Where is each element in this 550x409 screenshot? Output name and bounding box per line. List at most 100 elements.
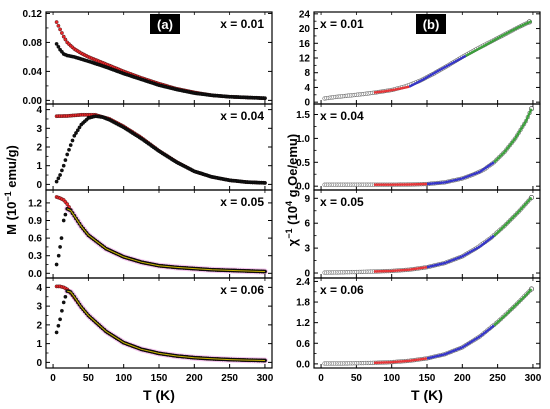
data-point [54,179,59,184]
data-point [61,163,66,168]
series-black [54,114,267,185]
fit-segment-blue [426,234,495,269]
fit-segment-green [493,108,533,164]
data-point [75,128,80,133]
data-point [58,245,62,249]
y-tick-label: 2 [36,143,42,154]
y-tick-label: 0.0 [296,359,310,370]
panel-label: (a) [157,17,173,32]
data-point [263,181,267,185]
data-point [61,218,66,223]
data-point [56,176,61,181]
fit-line [67,290,265,361]
y-tick-label: 24 [299,9,311,20]
y-tick-label: 3 [36,302,42,313]
y-tick-label: 4 [36,105,42,116]
x-tick-label: 150 [151,373,168,384]
subplot-2: 0.0 0.5 1.0 1.5 x = 0.04 [296,103,541,193]
y-tick-label: 0.0 [296,182,310,193]
y-tick-label: 1.8 [296,298,310,309]
data-point [54,330,59,335]
y-tick-label: 0.3 [28,251,42,262]
y-tick-label: 6 [304,219,310,230]
data-point [58,317,62,322]
y-tick-label: 0.00 [23,96,43,107]
composition-annotation: x = 0.05 [220,195,264,209]
panel-label-badge [150,14,180,34]
fit-halo [64,288,268,364]
composition-annotation: x = 0.01 [320,17,364,31]
x-tick-label: 50 [351,373,363,384]
y-axis-label-part: g.Oe/emu) [285,134,300,201]
x-tick-label: 250 [221,373,238,384]
y-axis-label-part: emu/g) [4,145,19,191]
y-tick-label: 0.04 [23,67,43,78]
subplot-1: 0.00 0.04 0.08 0.12 x = 0.01 [23,9,273,107]
y-tick-label: 1 [36,339,42,350]
y-tick-label: 1.5 [296,110,310,121]
data-point [54,262,59,267]
series-black [54,42,267,101]
y-tick-label: 9 [304,194,310,205]
subplot-3: 0.0 0.3 0.6 0.9 1.2 x = 0.05 [28,189,273,280]
panel-label: (b) [423,17,440,32]
y-tick-label: 8 [304,68,310,79]
y-tick-label: 0.5 [296,158,310,169]
y-tick-label: 2.4 [296,277,310,288]
data-point [56,323,61,328]
data-point [72,133,77,138]
x-axis-label: T (K) [411,387,443,403]
y-tick-label: 0 [36,358,42,369]
data-point [63,294,68,299]
y-tick-label: 12 [299,54,311,65]
panel-label-badge [416,14,446,34]
x-tick-label: 50 [83,373,95,384]
y-tick-label: 0 [36,180,42,191]
fit-segment-green [493,196,533,237]
series-red [54,112,267,185]
y-axis-label-part: −1 [3,191,13,201]
data-point [74,131,78,135]
data-point [54,20,59,24]
subplot-4: 0.0 0.6 1.2 1.8 2.4 x = 0.06 [296,277,541,370]
data-point [61,300,66,305]
y-tick-label: 1.2 [28,198,42,209]
x-tick-label: 100 [115,373,132,384]
y-tick-label: 0 [304,98,310,109]
y-tick-label: 0.9 [28,216,42,227]
x-tick-label: 300 [525,373,542,384]
x-tick-label: 100 [383,373,400,384]
y-tick-label: 1.0 [296,134,310,145]
fit-segment-blue [426,324,495,360]
y-axis-label-part: (10 [285,206,300,228]
y-tick-label: 0.6 [296,339,310,350]
x-tick-label: 250 [489,373,506,384]
fit-line [66,208,265,272]
x-axis-label: T (K) [143,387,175,403]
data-point [56,44,61,49]
data-point [61,34,66,39]
fit-segment-blue [408,54,467,88]
data-point [54,42,59,46]
subplot-2: 0 1 2 3 4 x = 0.04 [36,103,273,191]
composition-annotation: x = 0.05 [320,195,364,209]
subplot-3: 0 3 6 9 x = 0.05 [304,189,541,280]
y-axis-label-part: −1 [284,228,294,238]
data-point [70,138,75,143]
subplot-1: 0 4 8 12 16 20 24 x = 0.01 [299,9,541,109]
fit-segment-green [465,20,533,57]
y-axis-label: χ−1 (104 g.Oe/emu) [284,134,300,246]
data-point [63,158,68,162]
subplot-4: 0 1 2 3 4 x = 0.06 [36,277,273,369]
y-tick-label: 0.12 [23,9,43,20]
data-point [63,37,68,42]
data-point [67,147,71,152]
y-axis-label-part: M (10 [4,202,19,235]
y-tick-label: 20 [299,24,311,35]
composition-annotation: x = 0.04 [320,109,364,123]
y-tick-label: 0.0 [28,269,42,280]
y-tick-label: 3 [36,124,42,135]
composition-annotation: x = 0.06 [220,283,264,297]
